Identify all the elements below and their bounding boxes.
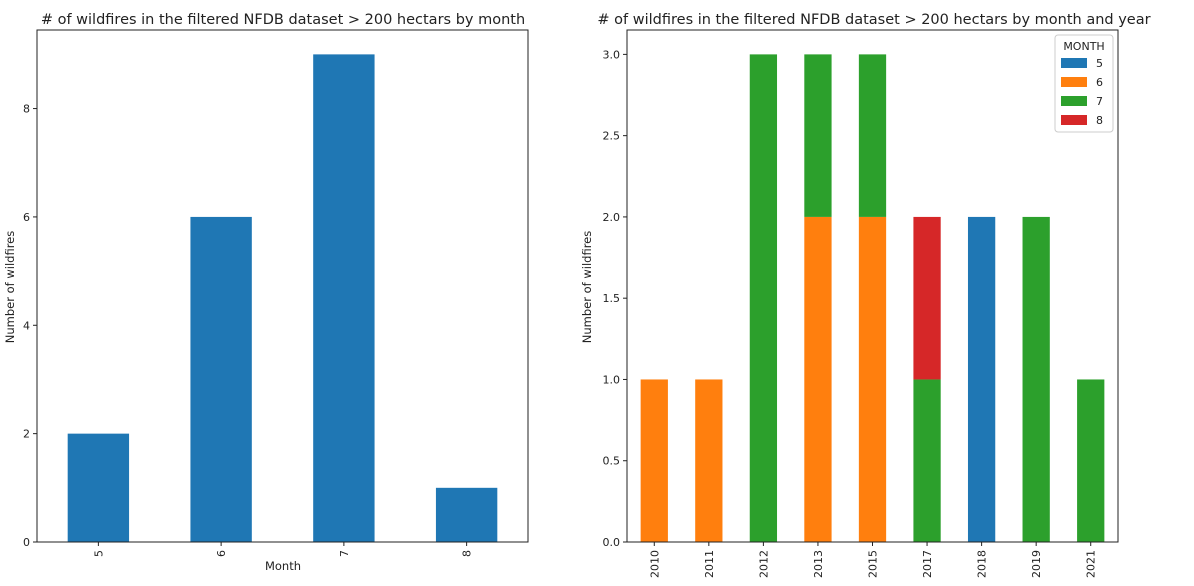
bar-2021-month-7 <box>1077 379 1105 542</box>
legend-label-8: 8 <box>1096 114 1103 127</box>
x-tick-label: 2018 <box>976 550 989 578</box>
bar-2015-month-6 <box>858 216 887 542</box>
x-tick-label: 2010 <box>648 550 661 578</box>
y-tick-label: 6 <box>23 211 30 224</box>
x-tick-label: 7 <box>338 550 351 557</box>
bar-2018-month-5 <box>967 216 996 542</box>
x-tick-label: 8 <box>461 550 474 557</box>
bars <box>67 54 498 542</box>
bar-2019-month-7 <box>1022 216 1050 542</box>
y-axis: 0 2 4 6 8 <box>23 103 37 549</box>
plot-frame <box>36 29 529 543</box>
bar-2012-month-7 <box>749 54 778 542</box>
y-tick-label: 2.0 <box>603 211 621 224</box>
bar-8 <box>435 487 498 542</box>
legend-label-5: 5 <box>1096 57 1103 70</box>
y-axis-label: Number of wildfires <box>3 231 17 343</box>
x-tick-label: 6 <box>215 550 228 557</box>
bar-2011-month-6 <box>695 379 723 542</box>
legend-label-6: 6 <box>1096 76 1103 89</box>
legend: MONTH 5 6 7 8 <box>1054 34 1114 133</box>
legend-swatch-5 <box>1061 58 1087 68</box>
y-tick-label: 4 <box>23 319 30 332</box>
bar-2013-month-6 <box>804 216 832 542</box>
x-tick-label: 5 <box>92 550 105 557</box>
chart-month: # of wildfires in the filtered NFDB data… <box>3 12 529 573</box>
legend-swatch-7 <box>1061 96 1087 106</box>
legend-swatch-6 <box>1061 77 1087 87</box>
bar-2013-month-7 <box>804 54 832 217</box>
x-tick-label: 2021 <box>1085 550 1098 578</box>
chart-month-year: # of wildfires in the filtered NFDB data… <box>580 12 1151 578</box>
x-axis: 5 6 7 8 <box>92 542 474 557</box>
bar-5 <box>67 433 130 542</box>
x-tick-label: 2017 <box>921 550 934 578</box>
x-tick-label: 2013 <box>812 550 825 578</box>
y-tick-label: 1.0 <box>603 373 621 386</box>
x-axis-label: Month <box>265 559 301 573</box>
y-axis-label: Number of wildfires <box>580 231 594 343</box>
bar-2017-month-7 <box>913 379 941 542</box>
legend-title: MONTH <box>1063 40 1104 53</box>
x-tick-label: 2015 <box>867 550 880 578</box>
y-tick-label: 3.0 <box>603 48 621 61</box>
legend-swatch-8 <box>1061 115 1087 125</box>
y-tick-label: 0 <box>23 536 30 549</box>
y-tick-label: 8 <box>23 103 30 116</box>
bar-2015-month-7 <box>858 54 887 217</box>
x-axis: 2010 2011 2012 2013 2015 2017 2018 2019 2021 <box>648 542 1098 578</box>
y-axis: 0.0 0.5 1.0 1.5 2.0 2.5 3.0 <box>603 48 627 549</box>
y-tick-label: 1.5 <box>603 292 621 305</box>
bar-7 <box>313 54 375 542</box>
bar-2010-month-6 <box>640 379 668 542</box>
bars <box>640 54 1105 542</box>
chart-title: # of wildfires in the filtered NFDB data… <box>597 12 1150 28</box>
y-tick-label: 0.5 <box>603 455 621 468</box>
bar-2017-month-8 <box>913 216 941 380</box>
y-tick-label: 0.0 <box>603 536 621 549</box>
x-tick-label: 2019 <box>1030 550 1043 578</box>
y-tick-label: 2.5 <box>603 130 621 143</box>
legend-label-7: 7 <box>1096 95 1103 108</box>
chart-title: # of wildfires in the filtered NFDB data… <box>41 12 525 28</box>
bar-6 <box>190 216 252 542</box>
y-tick-label: 2 <box>23 428 30 441</box>
x-tick-label: 2011 <box>703 550 716 578</box>
x-tick-label: 2012 <box>757 550 770 578</box>
